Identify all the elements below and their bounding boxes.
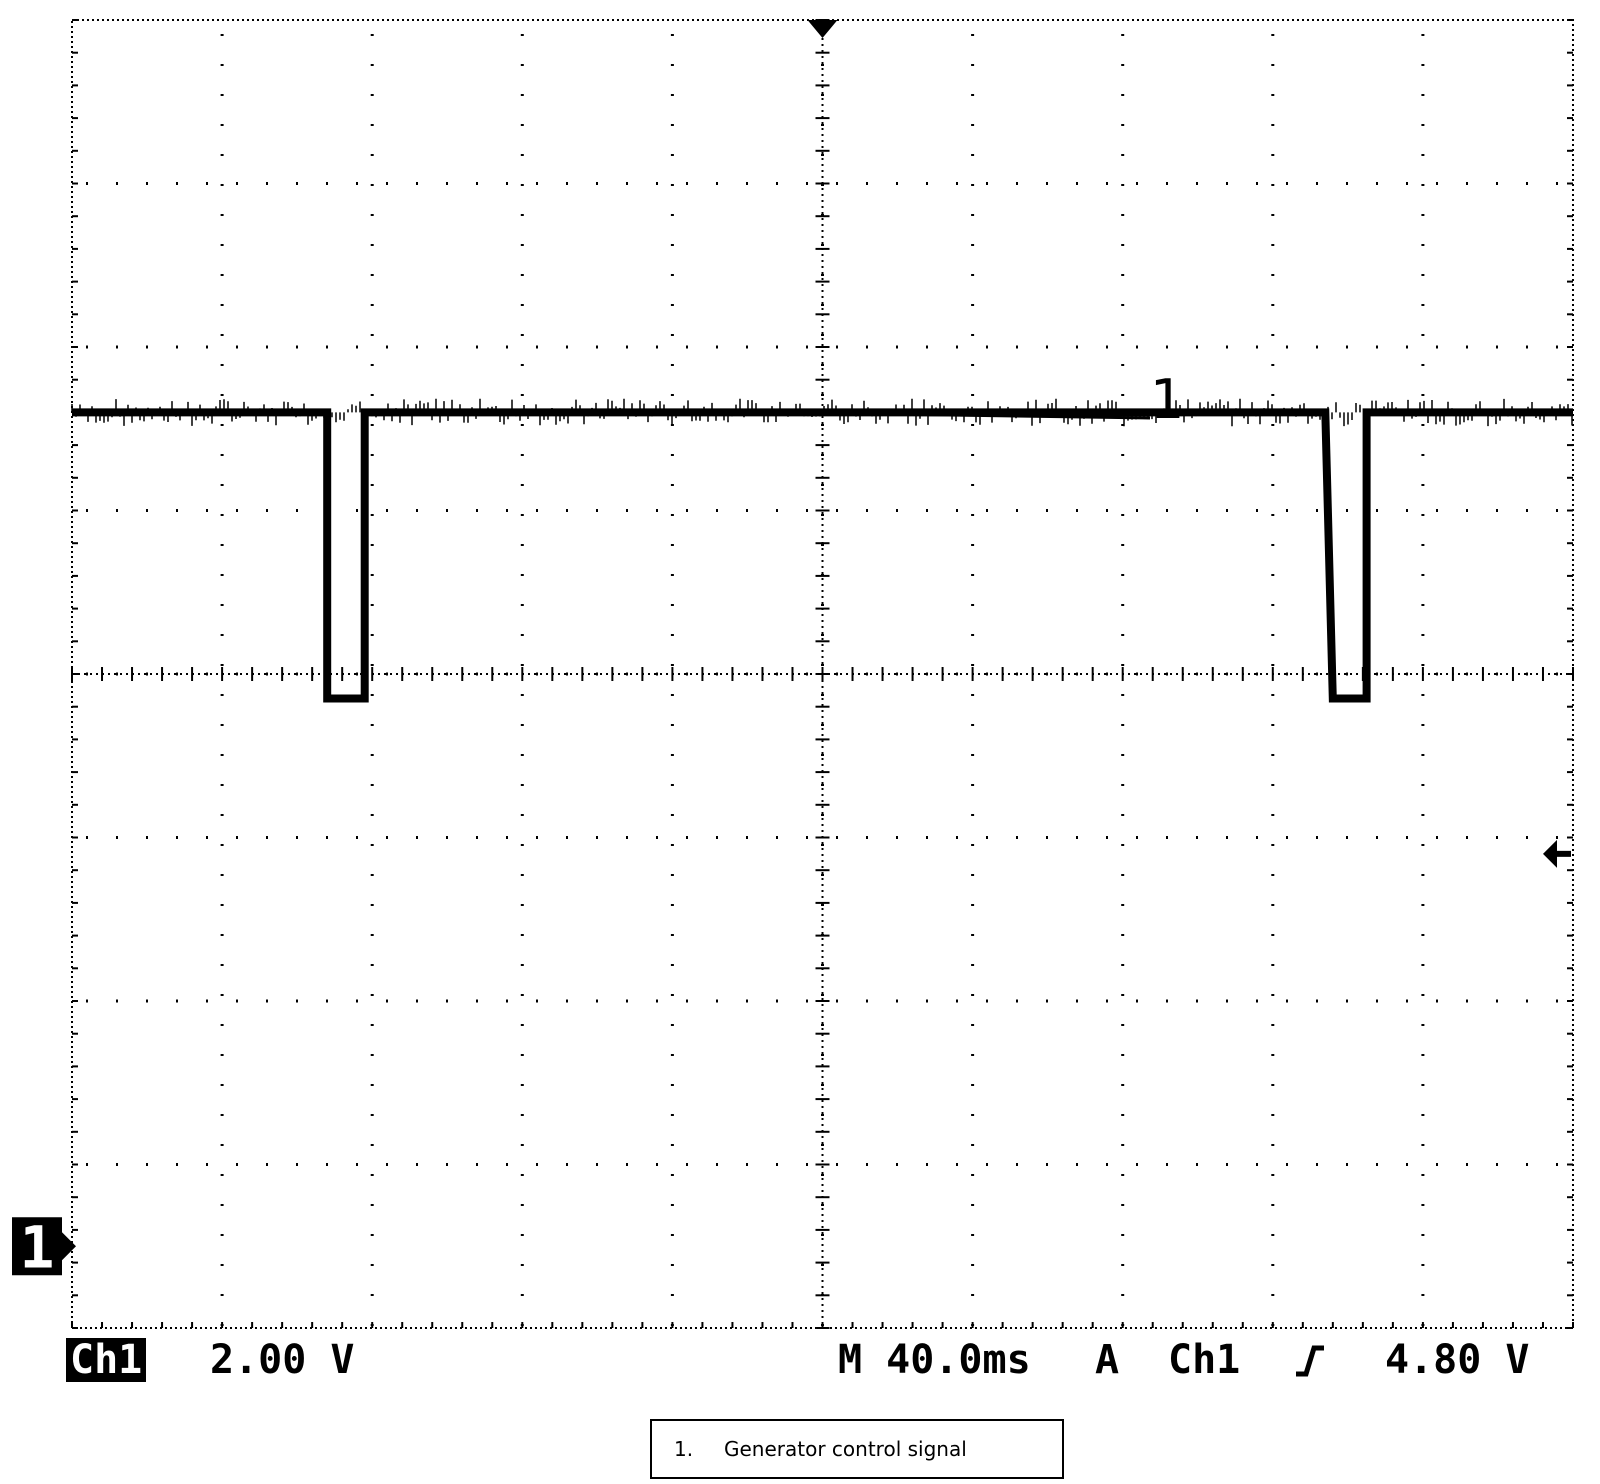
trigger-level-arrow-icon — [1543, 839, 1557, 868]
trace-callout-line — [769, 410, 1151, 420]
ground-marker-label: 1 — [20, 1213, 55, 1281]
trigger-level: 4.80 V — [1385, 1337, 1530, 1383]
trigger-mode: A — [1095, 1337, 1120, 1383]
legend-number: 1. — [674, 1437, 694, 1461]
signal-trace: 1 — [71, 368, 1573, 703]
time-per-division: M 40.0ms — [838, 1337, 1031, 1383]
channel-label: Ch1 — [66, 1338, 147, 1382]
ground-marker-arrow-icon — [62, 1232, 76, 1261]
ground-marker-box — [12, 1217, 62, 1276]
oscilloscope-display: 1 1 — [12, 19, 1574, 1329]
trigger-position-icon — [807, 20, 838, 38]
rising-edge-icon — [1296, 1345, 1324, 1377]
trigger-source: Ch1 — [1168, 1337, 1241, 1383]
volts-per-division: 2.00 V — [210, 1337, 355, 1383]
legend: 1. Generator control signal — [650, 1419, 1064, 1479]
legend-label: Generator control signal — [724, 1437, 967, 1461]
scope-markers: 1 — [12, 20, 1571, 1281]
trace-callout-label: 1 — [1150, 368, 1184, 431]
graticule-grid — [71, 19, 1574, 1329]
